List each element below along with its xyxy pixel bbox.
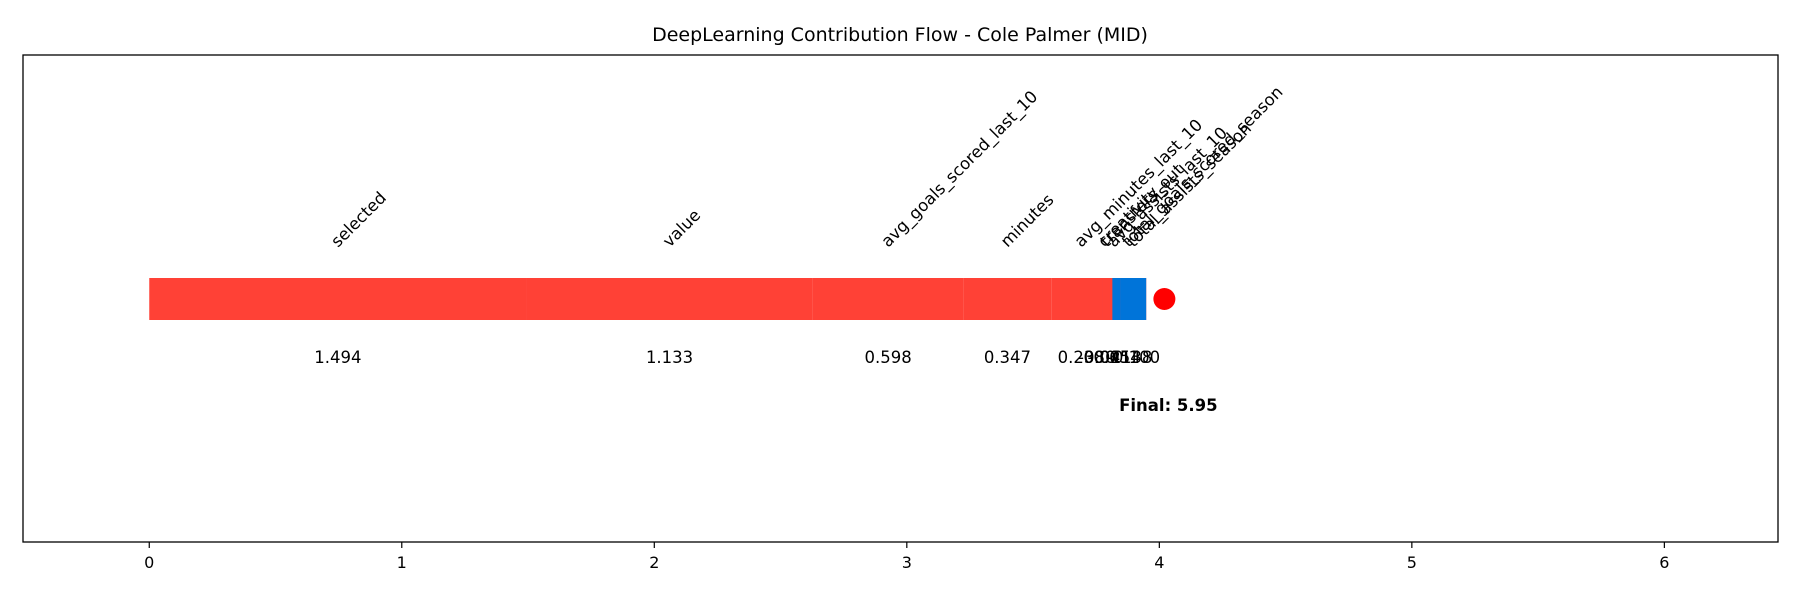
value-label-1: 1.133 (646, 348, 693, 367)
value-label-9: 0.041 (1084, 348, 1131, 367)
contribution-bar-3 (963, 278, 1052, 320)
final-marker (1153, 288, 1176, 310)
value-label-3: 0.347 (984, 348, 1031, 367)
contribution-bar-4 (1051, 278, 1112, 320)
x-tick-label-5: 5 (1407, 553, 1417, 572)
x-tick-label-4: 4 (1154, 553, 1164, 572)
value-label-4: 0.238 (1058, 348, 1105, 367)
contribution-bar-2 (812, 278, 964, 320)
contribution-bar-9 (1102, 278, 1113, 320)
value-label-6: -0.100 (1107, 348, 1160, 367)
x-tick-label-0: 0 (144, 553, 154, 572)
x-tick-label-6: 6 (1659, 553, 1669, 572)
feature-label-0: selected (327, 188, 390, 251)
value-label-7: -0.054 (1088, 348, 1141, 367)
x-axis: 0 1 2 3 4 5 6 (144, 542, 1669, 572)
chart-title: DeepLearning Contribution Flow - Cole Pa… (652, 24, 1148, 46)
x-tick-label-2: 2 (649, 553, 659, 572)
feature-labels-layer: selected value avg_goals_scored_last_10min… (327, 82, 1287, 251)
contribution-bar-6 (1120, 278, 1147, 320)
plot-frame (22, 54, 1779, 543)
value-label-8: -0.021 (1078, 348, 1131, 367)
contribution-bar-0 (149, 278, 527, 320)
value-labels-layer: 1.494 1.133 0.598 0.347 0.238 0.138-0.100-0.0… (314, 348, 1160, 367)
feature-label-1: value (659, 206, 704, 251)
x-tick-label-1: 1 (397, 553, 407, 572)
value-label-0: 1.494 (314, 348, 361, 367)
value-label-5: 0.138 (1105, 348, 1152, 367)
feature-label-3: minutes (997, 190, 1058, 251)
contribution-bar-1 (526, 278, 813, 320)
markers-layer (1153, 288, 1176, 310)
x-tick-label-3: 3 (902, 553, 912, 572)
final-score-label: Final: 5.95 (1119, 396, 1218, 415)
value-label-2: 0.598 (865, 348, 912, 367)
bars-layer (149, 278, 1147, 320)
